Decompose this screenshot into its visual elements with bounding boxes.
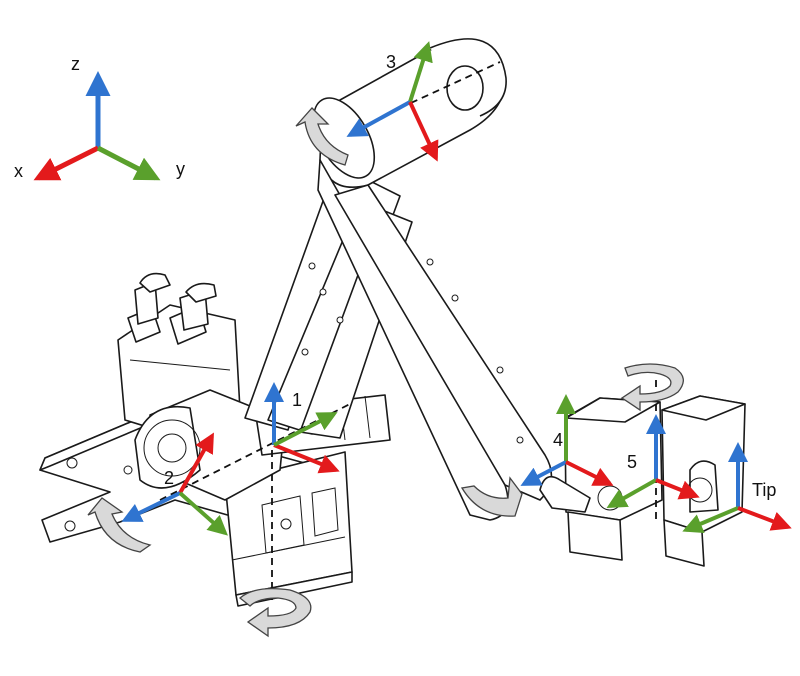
joint-5-frame: 5 xyxy=(606,414,700,508)
rotation-arrow-icon xyxy=(238,587,312,638)
robot-arm-drawing xyxy=(39,38,746,607)
joint-1-label: 1 xyxy=(292,390,302,410)
tip-frame: Tip xyxy=(682,442,792,533)
rotation-arrow-icon xyxy=(295,107,349,166)
y-axis-label: y xyxy=(176,159,185,179)
rotation-arrow-icon xyxy=(620,363,684,412)
rotation-arrow-icon xyxy=(87,497,152,553)
joint-3-frame: 3 xyxy=(346,41,439,162)
tip-label: Tip xyxy=(752,480,776,500)
joint-2-label: 2 xyxy=(164,468,174,488)
rotation-arrows xyxy=(87,107,684,638)
joint-3-label: 3 xyxy=(386,52,396,72)
joint-3-axis-line xyxy=(399,61,501,109)
upper-arm xyxy=(312,38,553,521)
joint-4-label: 4 xyxy=(553,430,563,450)
x-axis-arrow xyxy=(33,145,100,181)
rotation-arrow-icon xyxy=(460,476,523,517)
y-axis-arrow xyxy=(96,145,161,181)
x-axis-label: x xyxy=(14,161,23,181)
base-bracket xyxy=(224,451,353,607)
wrist-assembly xyxy=(539,395,746,567)
reference-frame: z x y xyxy=(14,54,185,181)
joint-5-label: 5 xyxy=(627,452,637,472)
joint-1-frame: 1 xyxy=(264,382,340,474)
z-axis-label: z xyxy=(71,54,80,74)
joint-2-frame: 2 xyxy=(121,432,228,536)
joint-4-frame: 4 xyxy=(520,394,614,486)
